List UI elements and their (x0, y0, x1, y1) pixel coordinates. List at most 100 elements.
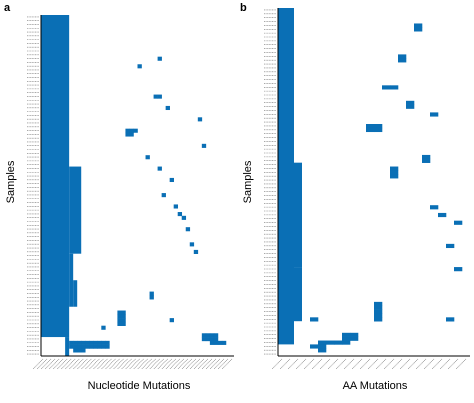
panel-b-mutation-cell-10 (366, 127, 375, 133)
panel-b-mutation-tick-label (279, 358, 291, 370)
panel-a-mutation-cell-37 (213, 333, 219, 338)
panel-a-mutation-cell-67 (77, 348, 82, 353)
panel-a-mutation-block-2 (69, 253, 74, 307)
panel-a-mutation-cell-7 (129, 128, 134, 133)
panel-b-mutation-cell-17 (390, 174, 399, 179)
panel-a-mutation-tick-label (89, 358, 100, 370)
panel-a-mutation-cell-9 (125, 132, 130, 137)
panel-b-mutation-tick-label (447, 358, 459, 370)
panel-b-mutation-tick-label (383, 358, 395, 370)
panel-b-mutation-cell-23 (446, 317, 455, 322)
panel-b-mutation-tick-label (455, 358, 467, 370)
panel-a-mutation-tick-label (137, 358, 148, 370)
panel-a-mutation-cell-24 (169, 318, 174, 323)
panel-a-mutation-tick-label (213, 358, 225, 370)
panel-a-mutation-cell-6 (125, 128, 130, 133)
panel-a-mutation-tick-label (181, 358, 192, 370)
panel-a-mutation-cell-65 (105, 344, 110, 349)
panel-a-mutation-tick-label (197, 358, 209, 370)
panel-a-mutation-tick-label (32, 358, 44, 370)
panel-a-mutation-cell-60 (85, 344, 90, 349)
panel-a-mutation-cell-63 (97, 344, 102, 349)
panel-b-mutation-cell-21 (446, 243, 455, 249)
panel-a-mutation-cell-8 (133, 128, 138, 133)
panel-b-mutation-cell-27 (374, 313, 383, 318)
panel-a-mutation-tick-label (77, 358, 88, 370)
panel-a-heatmap (27, 15, 234, 370)
panel-a-mutation-block-4 (65, 337, 70, 356)
panel-a-mutation-cell-61 (89, 344, 94, 349)
panel-a-mutation-cell-29 (117, 318, 122, 323)
panel-a-mutation-tick-label (125, 358, 136, 370)
panel-b-mutation-tick-label (431, 358, 443, 370)
panel-a-mutation-tick-label (105, 358, 116, 370)
panel-b-mutation-cell-1 (414, 27, 423, 32)
panel-a-mutation-tick-label (97, 358, 108, 370)
panel-a-mutation-cell-56 (69, 344, 74, 349)
panel-a-mutation-cell-33 (101, 325, 106, 330)
panel-b-x-axis-title: AA Mutations (343, 380, 408, 392)
panel-b-mutation-block-1 (294, 162, 302, 268)
panel-a-mutation-cell-50 (85, 340, 90, 345)
panel-b-mutation-tick-label (439, 358, 451, 370)
panel-a-mutation-cell-45 (221, 340, 227, 345)
panel-a-letter: a (4, 2, 11, 14)
panel-b-mutation-tick-label (327, 358, 339, 370)
panel-b-mutation-cell-39 (318, 344, 327, 349)
panel-b-mutation-cell-11 (374, 124, 383, 129)
panel-a-mutation-cell-46 (69, 340, 74, 345)
panel-b-mutation-cell-25 (374, 305, 383, 310)
panel-a-mutation-cell-35 (205, 333, 211, 338)
panel-a-mutation-tick-label (68, 358, 80, 370)
panel-a-mutation-cell-21 (193, 249, 199, 254)
panel-b-mutation-cell-15 (390, 166, 399, 171)
panel-a-mutation-tick-label (205, 358, 217, 370)
panel-a-mutation-cell-36 (209, 333, 215, 338)
panel-b-mutation-block-2 (294, 267, 302, 322)
panel-b-mutation-cell-28 (374, 317, 383, 322)
panel-b-heatmap (264, 8, 470, 370)
panel-a-mutation-tick-label (185, 358, 197, 370)
panel-a-mutation-tick-label (145, 358, 156, 370)
panel-a-mutation-cell-12 (145, 155, 150, 160)
panel-a-mutation-cell-52 (93, 340, 98, 345)
panel-a-mutation-cell-42 (209, 340, 215, 345)
panel-b-mutation-tick-label (319, 358, 331, 370)
panel-a-mutation-tick-label (117, 358, 128, 370)
panel-b-mutation-tick-label (311, 358, 323, 370)
panel-a-mutation-cell-44 (217, 340, 223, 345)
panel-a-mutation-tick-label (133, 358, 144, 370)
panel-b-mutation-tick-label (399, 358, 411, 370)
panel-b-mutation-cell-18 (430, 205, 439, 210)
panel-b-mutation-cell-38 (310, 344, 319, 349)
panel-a-mutation-cell-38 (201, 337, 207, 342)
panel-b-mutation-cell-20 (454, 220, 463, 225)
panel-b-mutation-tick-label (415, 358, 427, 370)
panel-b-mutation-cell-5 (390, 85, 399, 90)
panel-b-mutation-tick-label (391, 358, 403, 370)
panel-b-mutation-tick-label (343, 358, 355, 370)
panel-a-mutation-tick-label (52, 358, 64, 370)
panel-a-mutation-tick-label (177, 358, 188, 370)
panel-a-mutation-cell-57 (73, 344, 78, 349)
panel-a-mutation-cell-4 (165, 105, 170, 111)
panel-a-mutation-cell-16 (173, 204, 179, 209)
panel-a-mutation-cell-17 (177, 212, 183, 217)
panel-b-mutation-cell-33 (350, 336, 359, 341)
panel-a-mutation-cell-53 (97, 340, 102, 345)
panel-a-mutation-tick-label (60, 358, 72, 370)
panel-a-mutation-cell-48 (77, 340, 82, 345)
panel-a-mutation-tick-label (85, 358, 96, 370)
panel-b-mutation-cell-22 (454, 267, 463, 272)
panel-a-mutation-tick-label (109, 358, 120, 370)
panel-b-mutation-cell-34 (334, 340, 343, 345)
panel-b-mutation-cell-12 (374, 127, 383, 133)
panel-b-mutation-block-0 (278, 8, 294, 345)
panel-b-mutation-tick-label (271, 358, 283, 370)
panel-b-mutation-tick-label (367, 358, 379, 370)
panel-a-mutation-cell-66 (73, 348, 78, 353)
panel-a-mutation-cell-32 (121, 321, 126, 326)
panel-a-mutation-cell-26 (121, 310, 126, 315)
panel-a-mutation-tick-label (101, 358, 112, 370)
